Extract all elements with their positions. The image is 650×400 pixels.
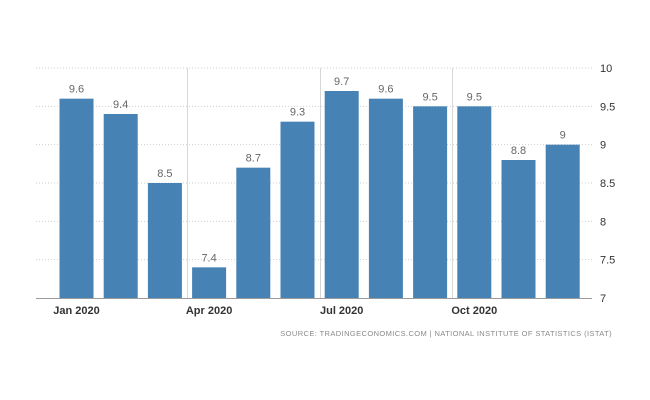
x-tick-label: Apr 2020 <box>186 305 232 317</box>
y-tick-label: 7 <box>600 293 606 305</box>
x-tick-label: Oct 2020 <box>451 305 497 317</box>
bar-mar-2020[interactable] <box>147 183 182 298</box>
y-tick-label: 9 <box>600 140 606 152</box>
data-label: 9.6 <box>378 84 393 96</box>
data-label: 9 <box>560 130 566 142</box>
data-label: 9.3 <box>290 107 305 119</box>
data-label: 9.6 <box>69 84 84 96</box>
bar-may-2020[interactable] <box>236 167 271 298</box>
bar-jul-2020[interactable] <box>324 91 359 298</box>
bar-sep-2020[interactable] <box>413 106 448 298</box>
data-label: 9.5 <box>422 91 437 103</box>
bar-nov-2020[interactable] <box>501 160 536 298</box>
y-tick-label: 8.5 <box>600 178 615 190</box>
data-labels: 9.6 9.4 8.5 7.4 8.7 9.3 9.7 9.6 9.5 9.5 8.8 9 <box>69 76 566 264</box>
x-tick-label: Jan 2020 <box>53 305 99 317</box>
bar-jan-2020[interactable] <box>59 98 94 299</box>
data-label: 7.4 <box>201 252 216 264</box>
grid-lines <box>36 67 592 299</box>
bar-jun-2020[interactable] <box>280 121 315 299</box>
y-tick-label: 7.5 <box>600 255 615 267</box>
y-tick-label: 8 <box>600 216 606 228</box>
data-label: 8.5 <box>157 168 172 180</box>
data-label: 9.7 <box>334 76 349 88</box>
bar-apr-2020[interactable] <box>192 267 227 298</box>
data-label: 8.8 <box>511 145 526 157</box>
data-label: 9.4 <box>113 99 128 111</box>
bar-aug-2020[interactable] <box>368 98 403 299</box>
bars <box>59 91 580 299</box>
x-axis-ticks: Jan 2020 Apr 2020 Jul 2020 Oct 2020 <box>53 305 497 317</box>
y-tick-label: 9.5 <box>600 101 615 113</box>
bar-oct-2020[interactable] <box>457 106 492 298</box>
bar-dec-2020[interactable] <box>545 144 580 298</box>
data-label: 8.7 <box>246 153 261 165</box>
bar-feb-2020[interactable] <box>103 114 138 298</box>
source-note: SOURCE: TRADINGECONOMICS.COM | NATIONAL … <box>280 329 612 338</box>
y-axis-ticks: 7 7.5 8 8.5 9 9.5 10 <box>600 63 615 305</box>
data-label: 9.5 <box>467 91 482 103</box>
y-tick-label: 10 <box>600 63 612 75</box>
x-tick-label: Jul 2020 <box>320 305 363 317</box>
